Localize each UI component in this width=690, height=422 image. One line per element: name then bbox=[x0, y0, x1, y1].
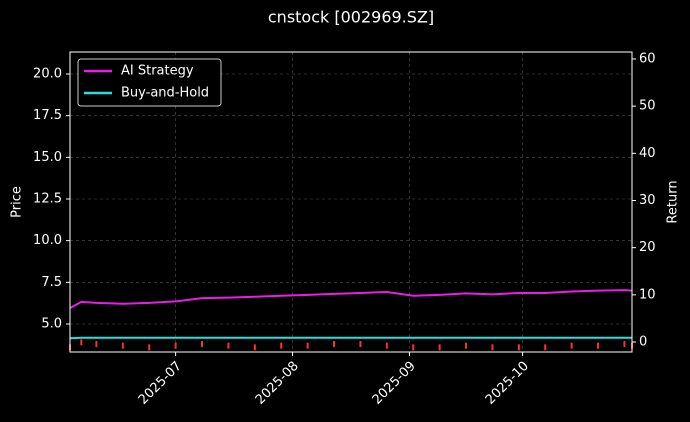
y2-tick-label: 10 bbox=[639, 287, 656, 302]
price-mark bbox=[174, 342, 177, 349]
price-mark bbox=[280, 342, 283, 349]
price-mark bbox=[359, 341, 362, 347]
price-mark bbox=[517, 344, 520, 351]
price-mark bbox=[148, 344, 151, 351]
price-mark bbox=[253, 344, 256, 351]
price-mark bbox=[465, 342, 468, 349]
y2-axis-label: Return bbox=[666, 180, 681, 223]
price-mark bbox=[80, 339, 83, 346]
price-mark bbox=[597, 342, 600, 349]
y-tick-label: 5.0 bbox=[41, 317, 62, 332]
price-mark bbox=[544, 344, 547, 351]
y-tick-label: 10.0 bbox=[33, 233, 62, 248]
chart-title: cnstock [002969.SZ] bbox=[268, 8, 434, 27]
plot-frame bbox=[69, 51, 633, 353]
price-mark bbox=[95, 341, 98, 347]
legend-label: Buy-and-Hold bbox=[121, 86, 209, 101]
legend-box bbox=[77, 58, 222, 107]
price-mark bbox=[623, 341, 626, 347]
price-mark bbox=[491, 344, 494, 351]
series-line bbox=[69, 289, 633, 309]
legend-label: AI Strategy bbox=[121, 64, 194, 79]
y2-tick-label: 40 bbox=[639, 146, 656, 161]
y-tick-label: 12.5 bbox=[33, 192, 62, 207]
y-tick-label: 7.5 bbox=[41, 275, 62, 290]
y2-tick-label: 50 bbox=[639, 99, 656, 114]
price-mark bbox=[201, 341, 204, 347]
price-mark bbox=[121, 342, 124, 349]
y-tick-label: 15.0 bbox=[33, 150, 62, 165]
y-tick-label: 17.5 bbox=[33, 108, 62, 123]
y-axis-label: Price bbox=[10, 186, 25, 218]
price-mark bbox=[570, 342, 573, 349]
y2-tick-label: 60 bbox=[639, 51, 656, 66]
price-mark bbox=[412, 344, 415, 351]
y2-tick-label: 0 bbox=[639, 335, 647, 350]
y2-tick-label: 20 bbox=[639, 240, 656, 255]
y2-tick-label: 30 bbox=[639, 193, 656, 208]
y-tick-label: 20.0 bbox=[33, 67, 62, 82]
price-mark bbox=[385, 342, 388, 349]
price-mark bbox=[306, 342, 309, 349]
price-mark bbox=[438, 344, 441, 351]
price-mark bbox=[333, 341, 336, 347]
price-mark bbox=[227, 342, 230, 349]
